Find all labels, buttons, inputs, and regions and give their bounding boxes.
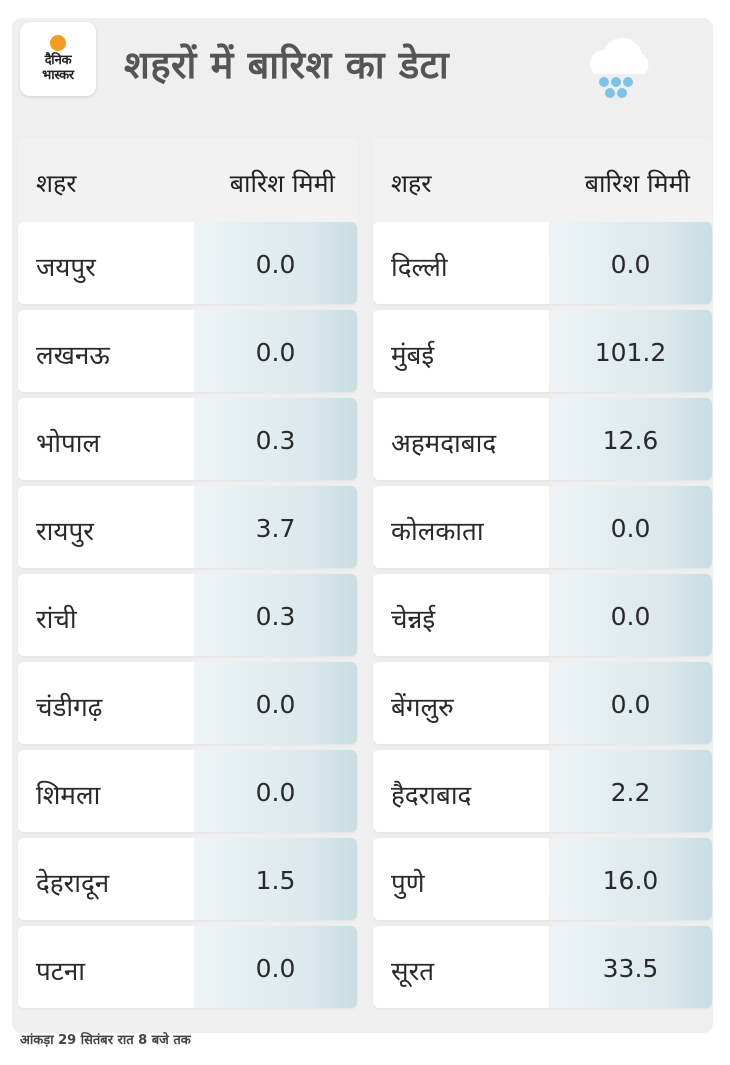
table-row: पटना 0.0 xyxy=(18,926,357,1008)
rain-value: 1.5 xyxy=(255,866,296,895)
table-row: बेंगलुरु 0.0 xyxy=(373,662,712,744)
city-name: भोपाल xyxy=(36,429,101,459)
city-name: मुंबई xyxy=(391,341,435,371)
table-left-column: शहर बारिश मिमी जयपुर 0.0 लखनऊ 0.0 भोपाल 0.3 रा… xyxy=(18,138,357,1014)
rain-value: 0.0 xyxy=(610,250,651,279)
logo-line-2: भास्कर xyxy=(42,68,74,83)
table-row: पुणे 16.0 xyxy=(373,838,712,920)
rain-cell: 0.0 xyxy=(549,574,712,656)
rain-cell: 0.0 xyxy=(194,750,357,832)
rain-value: 0.0 xyxy=(255,338,296,367)
rain-cell: 1.5 xyxy=(194,838,357,920)
rain-value: 0.0 xyxy=(610,602,651,631)
table-row: हैदराबाद 2.2 xyxy=(373,750,712,832)
city-name: चेन्नई xyxy=(391,605,436,635)
rain-cell: 0.0 xyxy=(194,222,357,304)
rain-value: 0.0 xyxy=(255,954,296,983)
table-row: सूरत 33.5 xyxy=(373,926,712,1008)
table-row: चंडीगढ़ 0.0 xyxy=(18,662,357,744)
rain-cell: 3.7 xyxy=(194,486,357,568)
rain-cell: 0.3 xyxy=(194,398,357,480)
rain-value: 12.6 xyxy=(602,426,659,455)
brand-logo: दैनिक भास्कर xyxy=(20,22,96,96)
city-name: रांची xyxy=(36,605,77,635)
rain-value: 2.2 xyxy=(610,778,651,807)
rain-value: 0.0 xyxy=(255,250,296,279)
rain-cell: 2.2 xyxy=(549,750,712,832)
table-row: भोपाल 0.3 xyxy=(18,398,357,480)
table-row: दिल्ली 0.0 xyxy=(373,222,712,304)
city-name: दिल्ली xyxy=(391,253,448,283)
city-name: अहमदाबाद xyxy=(391,429,497,459)
table-row: अहमदाबाद 12.6 xyxy=(373,398,712,480)
data-footnote: आंकड़ा 29 सितंबर रात 8 बजे तक xyxy=(20,1033,191,1048)
rain-cell: 101.2 xyxy=(549,310,712,392)
rain-value: 16.0 xyxy=(602,866,659,895)
rain-value: 33.5 xyxy=(602,954,659,983)
rain-cell: 0.3 xyxy=(194,574,357,656)
city-name: रायपुर xyxy=(36,517,94,547)
rain-value: 101.2 xyxy=(594,338,667,367)
city-name: शिमला xyxy=(36,781,101,811)
header-city: शहर xyxy=(36,169,77,198)
table-row: शिमला 0.0 xyxy=(18,750,357,832)
table-row: जयपुर 0.0 xyxy=(18,222,357,304)
city-name: कोलकाता xyxy=(391,517,484,547)
rain-cell: 33.5 xyxy=(549,926,712,1008)
rain-cell: 0.0 xyxy=(549,222,712,304)
table-row: रांची 0.3 xyxy=(18,574,357,656)
page-title: शहरों में बारिश का डेटा xyxy=(124,43,450,87)
city-name: लखनऊ xyxy=(36,341,110,371)
city-name: जयपुर xyxy=(36,253,96,283)
table-row: लखनऊ 0.0 xyxy=(18,310,357,392)
header-rain: बारिश मिमी xyxy=(584,169,690,198)
rain-cloud-icon xyxy=(589,37,649,98)
table-header: शहर बारिश मिमी xyxy=(373,138,712,222)
city-name: हैदराबाद xyxy=(391,781,472,811)
rain-value: 0.0 xyxy=(255,778,296,807)
rain-value: 0.3 xyxy=(255,426,296,455)
table-row: रायपुर 3.7 xyxy=(18,486,357,568)
city-name: देहरादून xyxy=(36,869,110,899)
city-name: चंडीगढ़ xyxy=(36,693,103,723)
rain-value: 0.0 xyxy=(610,514,651,543)
city-name: पुणे xyxy=(391,869,425,899)
table-header: शहर बारिश मिमी xyxy=(18,138,357,222)
city-name: सूरत xyxy=(391,957,435,987)
header-city: शहर xyxy=(391,169,432,198)
rain-value: 0.3 xyxy=(255,602,296,631)
rain-cell: 0.0 xyxy=(549,486,712,568)
rain-cell: 0.0 xyxy=(194,662,357,744)
table-row: चेन्नई 0.0 xyxy=(373,574,712,656)
rain-cell: 0.0 xyxy=(194,310,357,392)
header-rain: बारिश मिमी xyxy=(229,169,335,198)
city-name: पटना xyxy=(36,957,86,987)
rain-value: 3.7 xyxy=(255,514,296,543)
rain-cell: 0.0 xyxy=(549,662,712,744)
table-row: मुंबई 101.2 xyxy=(373,310,712,392)
table-row: देहरादून 1.5 xyxy=(18,838,357,920)
table-row: कोलकाता 0.0 xyxy=(373,486,712,568)
logo-line-1: दैनिक xyxy=(44,53,72,68)
rain-cell: 16.0 xyxy=(549,838,712,920)
city-name: बेंगलुरु xyxy=(391,693,454,723)
rain-value: 0.0 xyxy=(255,690,296,719)
rain-value: 0.0 xyxy=(610,690,651,719)
rain-cell: 0.0 xyxy=(194,926,357,1008)
table-right-column: शहर बारिश मिमी दिल्ली 0.0 मुंबई 101.2 अहमदाब… xyxy=(373,138,712,1014)
logo-sun-icon xyxy=(50,35,66,51)
rain-cell: 12.6 xyxy=(549,398,712,480)
